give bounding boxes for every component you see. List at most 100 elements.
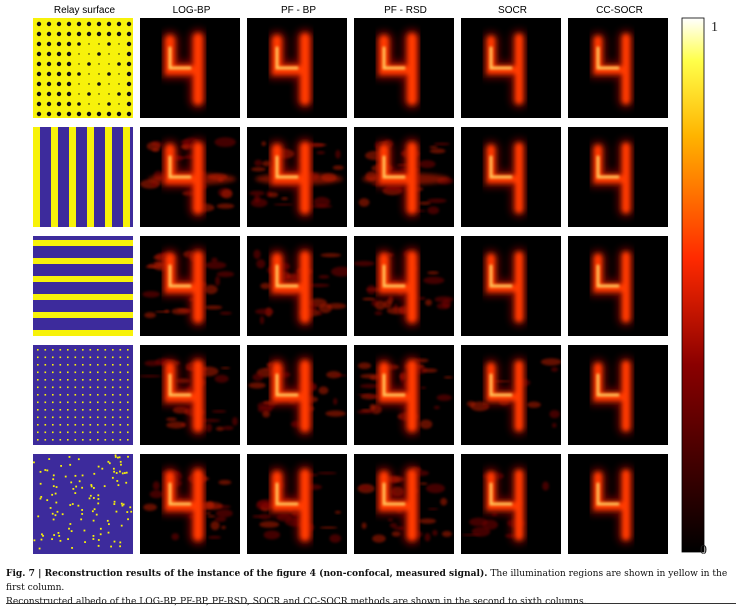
- recon-highlight: [168, 46, 192, 70]
- relay-point: [52, 371, 54, 374]
- recon-artifact: [424, 532, 431, 542]
- relay-hole: [66, 61, 72, 67]
- recon-highlight: [596, 155, 620, 179]
- relay-point: [78, 480, 81, 483]
- relay-point: [37, 424, 39, 426]
- relay-point: [42, 534, 44, 537]
- recon-artifact: [149, 490, 164, 499]
- relay-hole: [56, 91, 62, 97]
- recon-artifact: [164, 309, 170, 313]
- recon-artifact: [419, 482, 428, 485]
- recon-artifact: [254, 194, 261, 203]
- relay-point: [52, 518, 55, 521]
- relay-point: [97, 465, 100, 468]
- recon-artifact: [316, 151, 325, 155]
- caption-line-1: Fig. 7 | Reconstruction results of the i…: [6, 567, 736, 595]
- relay-point: [104, 424, 107, 426]
- relay-point: [127, 409, 129, 411]
- relay-point: [122, 503, 125, 506]
- relay-hole: [56, 31, 62, 37]
- recon-artifact: [360, 383, 381, 389]
- relay-point: [61, 513, 64, 516]
- relay-point: [127, 401, 129, 404]
- recon-highlight: [168, 264, 192, 288]
- relay-hole: [56, 41, 62, 47]
- recon-artifact: [222, 425, 234, 431]
- relay-point: [93, 508, 96, 511]
- relay-hole: [96, 21, 102, 27]
- relay-hole: [46, 111, 52, 117]
- relay-point: [67, 409, 69, 411]
- relay-point: [82, 386, 84, 389]
- relay-point: [82, 379, 84, 381]
- relay-point: [112, 416, 114, 419]
- relay-point: [92, 519, 95, 522]
- recon-artifact: [211, 257, 218, 263]
- recon-artifact: [441, 530, 452, 537]
- relay-point: [130, 510, 133, 513]
- recon-artifact: [426, 198, 447, 204]
- relay-hole: [126, 81, 132, 87]
- recon-artifact: [366, 285, 377, 295]
- recon-artifact: [214, 374, 229, 383]
- relay-point: [77, 458, 80, 461]
- relay-point: [67, 401, 69, 404]
- relay-point: [119, 349, 122, 351]
- recon-artifact: [418, 201, 431, 205]
- recon-artifact: [248, 382, 266, 389]
- relay-hole: [108, 53, 110, 55]
- relay-point: [52, 409, 54, 411]
- recon-artifact: [388, 295, 394, 304]
- recon-artifact: [320, 253, 342, 258]
- relay-hole: [117, 92, 121, 96]
- relay-point: [89, 356, 92, 359]
- relay-point: [44, 469, 47, 471]
- recon-highlight: [489, 46, 513, 70]
- recon-artifact: [255, 308, 274, 315]
- recon-artifact: [256, 259, 266, 269]
- relay-hole: [36, 71, 42, 77]
- recon-panel-2-3: [354, 127, 454, 227]
- relay-hole: [126, 31, 132, 37]
- relay-background: [33, 454, 133, 554]
- relay-hole: [36, 91, 42, 97]
- relay-point: [97, 371, 99, 374]
- relay-point: [67, 431, 69, 434]
- relay-point: [127, 518, 129, 521]
- relay-hole: [126, 101, 132, 107]
- column-title-pf-bp: PF - BP: [281, 5, 316, 16]
- recon-artifact: [259, 521, 280, 528]
- recon-artifact: [144, 312, 156, 319]
- relay-hole: [77, 72, 81, 76]
- relay-point: [89, 401, 92, 404]
- recon-panel-3-3: [354, 236, 454, 336]
- relay-hole: [87, 92, 91, 96]
- recon-artifact: [259, 513, 271, 520]
- caption-line-1-rest: The illumination regions are shown in ye…: [6, 569, 728, 593]
- relay-point: [52, 401, 54, 404]
- recon-artifact: [150, 182, 158, 187]
- relay-point: [39, 497, 42, 500]
- relay-point: [119, 364, 122, 366]
- relay-hole: [86, 21, 92, 27]
- caption-figure-label: Fig. 7 | Reconstruction results of the i…: [6, 568, 488, 579]
- relay-point: [119, 541, 122, 544]
- relay-hole: [36, 61, 42, 67]
- relay-point: [112, 364, 114, 366]
- relay-point: [92, 497, 95, 499]
- relay-hole: [36, 31, 42, 37]
- relay-hole: [46, 21, 52, 27]
- relay-point: [104, 394, 107, 396]
- recon-highlight: [596, 373, 620, 397]
- relay-point: [69, 504, 72, 506]
- recon-artifact: [208, 535, 222, 539]
- relay-point: [97, 349, 99, 351]
- relay-point: [82, 416, 84, 419]
- relay-point: [37, 356, 39, 359]
- relay-point: [52, 474, 55, 477]
- relay-point: [107, 460, 110, 463]
- recon-artifact: [354, 260, 375, 267]
- column-title-socr: SOCR: [498, 5, 527, 16]
- recon-highlight: [382, 373, 406, 397]
- recon-panel-5-2: [247, 454, 347, 554]
